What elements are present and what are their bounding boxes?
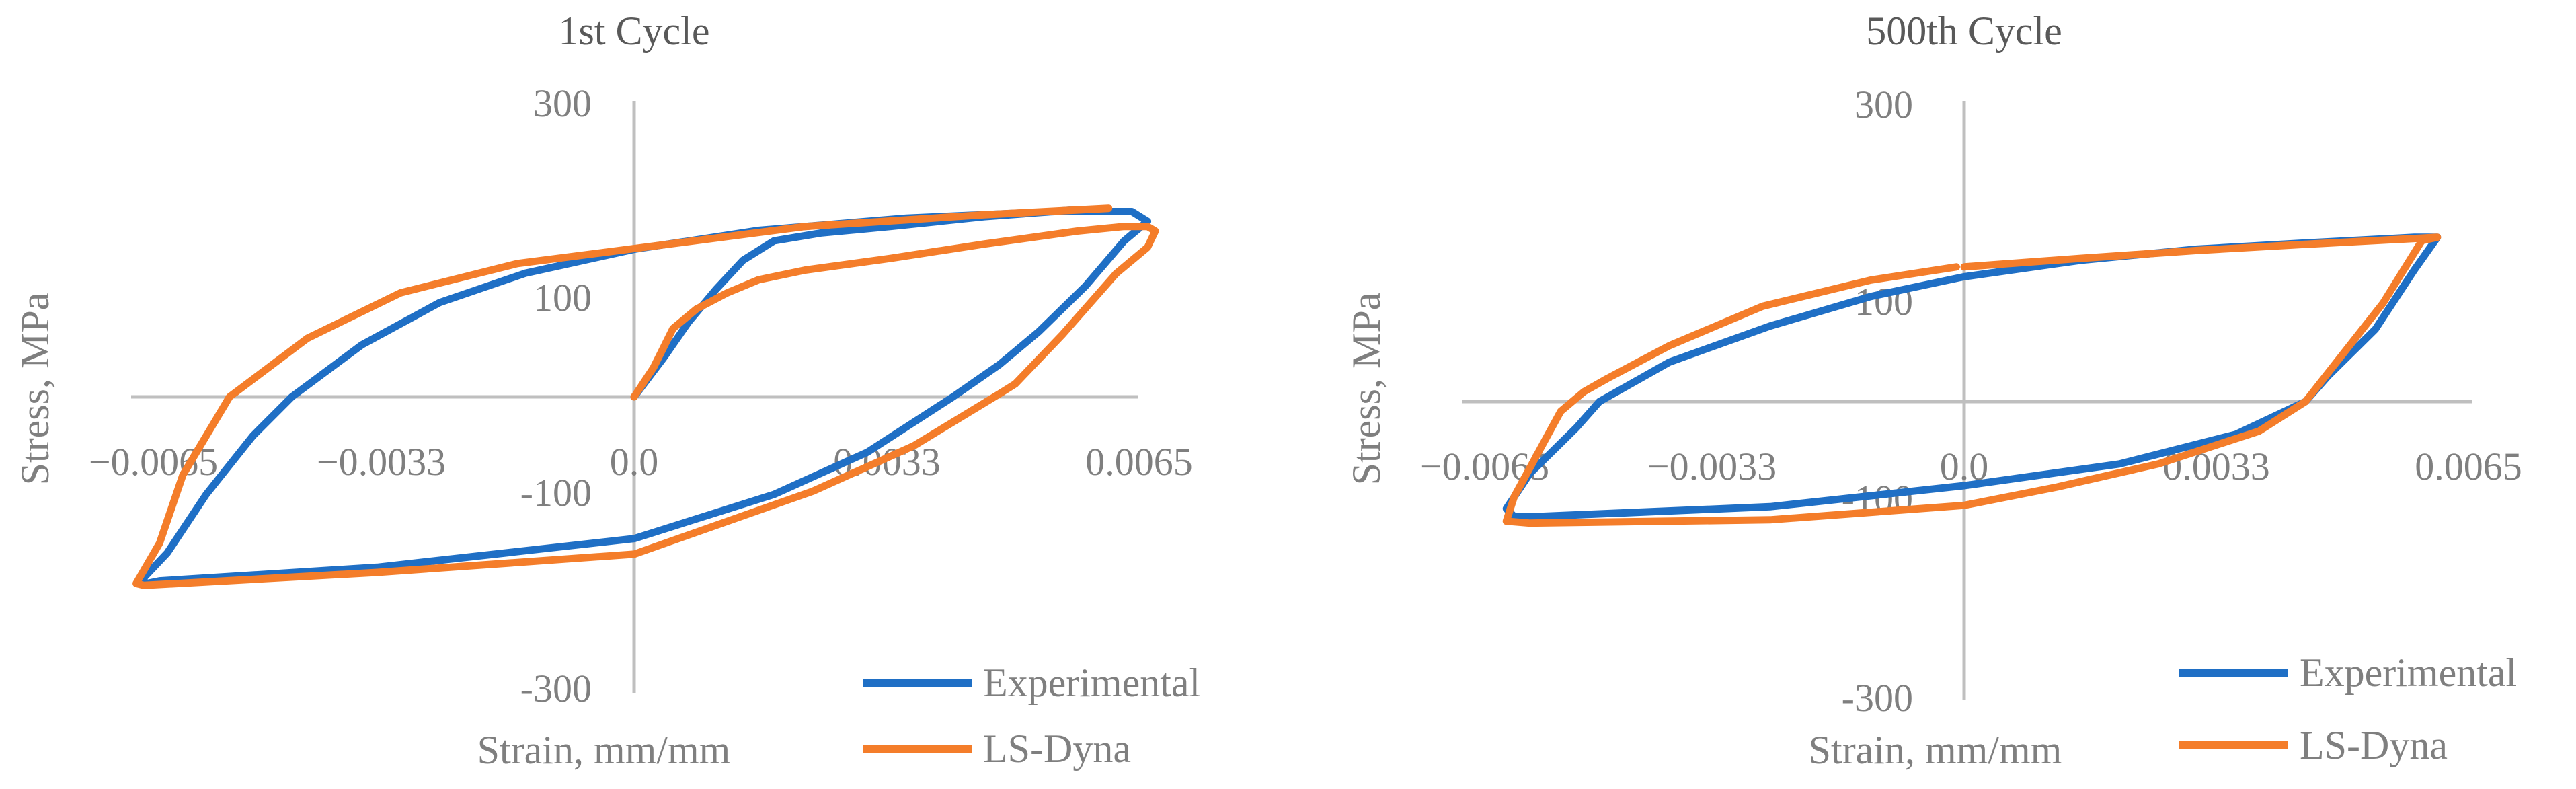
plot-area bbox=[1502, 233, 2442, 527]
legend-label-experimental: Experimental bbox=[2300, 650, 2517, 695]
series-line-ls-dyna bbox=[132, 204, 1159, 589]
legend-label-lsdyna: LS-Dyna bbox=[983, 726, 1131, 771]
y-tick-label: -300 bbox=[520, 667, 592, 710]
y-tick-label: -100 bbox=[520, 471, 592, 515]
x-axis-title: Strain, mm/mm bbox=[1809, 728, 2062, 772]
legend: Experimental LS-Dyna bbox=[2179, 650, 2517, 767]
x-tick-label: 0.0065 bbox=[1085, 440, 1193, 484]
plot-area bbox=[132, 204, 1159, 589]
y-tick-label: 300 bbox=[1855, 83, 1913, 126]
series-line-experimental bbox=[140, 206, 1152, 588]
x-tick-label: −0.0033 bbox=[317, 440, 446, 484]
legend: Experimental LS-Dyna bbox=[863, 661, 1200, 771]
y-tick-label: 100 bbox=[533, 276, 592, 320]
y-axis-title: Stress, MPa bbox=[1344, 293, 1389, 486]
x-tick-label: −0.0033 bbox=[1647, 445, 1777, 488]
x-tick-label: 0.0065 bbox=[2415, 445, 2522, 488]
y-tick-label: 300 bbox=[533, 81, 592, 125]
x-axis-title: Strain, mm/mm bbox=[477, 728, 731, 772]
legend-label-lsdyna: LS-Dyna bbox=[2300, 723, 2448, 767]
chart-1st-cycle: 1st Cycle 300 100 -100 -300 −0.0065 −0.0… bbox=[13, 9, 1200, 772]
chart-500th-cycle: 500th Cycle 300 100 -100 -300 −0.0065 −0… bbox=[1344, 9, 2522, 772]
y-tick-label: -300 bbox=[1842, 676, 1913, 720]
chart-title: 500th Cycle bbox=[1866, 9, 2062, 53]
series-line-ls-dyna bbox=[1502, 233, 2442, 527]
legend-label-experimental: Experimental bbox=[983, 661, 1200, 705]
y-axis-title: Stress, MPa bbox=[13, 293, 57, 486]
x-tick-label: 0.0 bbox=[610, 440, 659, 484]
chart-title: 1st Cycle bbox=[559, 9, 710, 53]
